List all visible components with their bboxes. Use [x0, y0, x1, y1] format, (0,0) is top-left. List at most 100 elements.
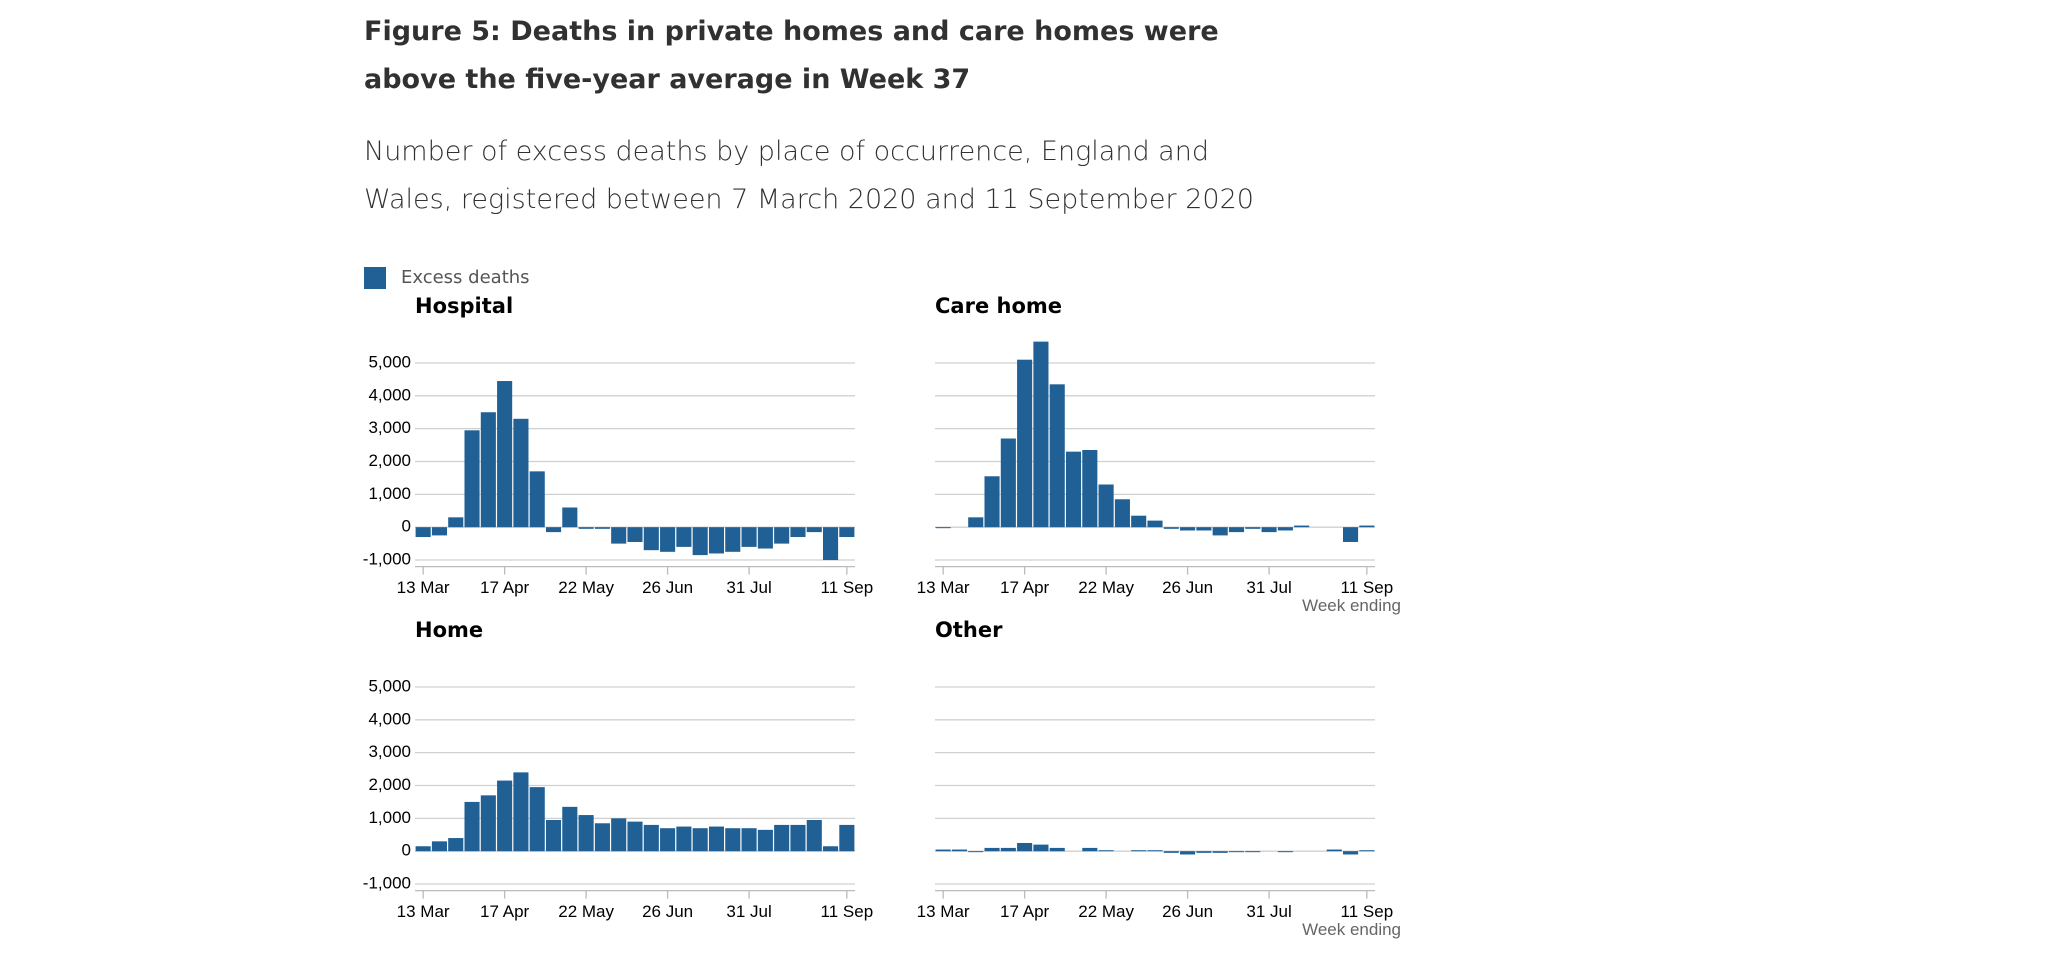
- bar: [935, 527, 951, 529]
- x-tick-label: 22 May: [1078, 578, 1134, 597]
- bar: [643, 527, 659, 551]
- y-tick-label: 5,000: [368, 352, 411, 371]
- bar: [1131, 515, 1147, 528]
- bar: [415, 846, 431, 852]
- bar: [415, 527, 431, 538]
- bar: [1343, 851, 1359, 855]
- x-tick-label: 13 Mar: [917, 578, 970, 597]
- bar: [1147, 520, 1163, 528]
- bar: [708, 527, 725, 554]
- y-tick-label: 4,000: [368, 709, 411, 728]
- bar: [1098, 850, 1114, 852]
- panel-title: Care home: [935, 294, 1062, 318]
- x-tick-label: 11 Sep: [821, 578, 874, 597]
- bar: [513, 418, 529, 528]
- bar: [984, 476, 1000, 528]
- y-tick-label: 1,000: [368, 808, 411, 827]
- y-tick-label: 3,000: [368, 742, 411, 761]
- x-tick-label: 11 Sep: [821, 902, 874, 921]
- x-axis-label: Week ending: [1302, 596, 1401, 615]
- bar: [935, 849, 951, 852]
- bar: [1000, 438, 1016, 528]
- bar: [611, 527, 627, 544]
- bar: [1000, 847, 1016, 852]
- bar: [578, 527, 594, 529]
- bar: [774, 824, 790, 852]
- bar: [1049, 847, 1065, 852]
- bar: [1082, 450, 1098, 528]
- bar: [1017, 842, 1033, 852]
- x-tick-label: 26 Jun: [1162, 902, 1213, 921]
- bar: [968, 517, 984, 528]
- bar: [1163, 527, 1179, 529]
- bar: [823, 846, 839, 852]
- x-tick-label: 26 Jun: [1162, 578, 1213, 597]
- bar: [708, 826, 725, 852]
- bar: [757, 527, 773, 549]
- bar: [1114, 499, 1130, 528]
- bar: [1326, 849, 1342, 852]
- bar: [1343, 527, 1359, 542]
- bar: [839, 527, 855, 538]
- x-tick-label: 22 May: [558, 578, 614, 597]
- bar: [951, 849, 967, 852]
- bar: [1212, 527, 1228, 536]
- title-box: Figure 5: Deaths in private homes and ca…: [364, 16, 1219, 95]
- bar: [1163, 851, 1179, 853]
- bar: [627, 527, 643, 542]
- bar: [497, 780, 513, 852]
- title: Figure 5: Deaths in private homes and ca…: [364, 16, 1219, 95]
- bar: [448, 838, 464, 852]
- bar: [984, 847, 1000, 852]
- panel-title: Other: [935, 618, 1003, 642]
- bar: [529, 787, 545, 852]
- bar: [1196, 851, 1212, 853]
- bar: [790, 527, 806, 538]
- bar: [806, 527, 822, 533]
- bar: [725, 828, 741, 852]
- x-tick-label: 31 Jul: [1246, 902, 1291, 921]
- bar: [545, 527, 562, 533]
- x-tick-label: 26 Jun: [642, 578, 693, 597]
- bar: [627, 821, 643, 852]
- bar: [660, 527, 676, 552]
- bar: [741, 527, 757, 547]
- bar: [1017, 359, 1033, 528]
- bar: [1294, 525, 1310, 528]
- x-tick-label: 11 Sep: [1341, 902, 1394, 921]
- y-tick-label: 4,000: [368, 385, 411, 404]
- bar: [1065, 451, 1082, 528]
- x-tick-label: 17 Apr: [480, 902, 529, 921]
- bar: [431, 527, 447, 536]
- x-tick-label: 17 Apr: [1000, 578, 1049, 597]
- bar: [806, 819, 822, 852]
- bar: [790, 824, 806, 852]
- y-tick-label: 0: [402, 517, 411, 536]
- x-tick-label: 17 Apr: [1000, 902, 1049, 921]
- bar: [480, 412, 496, 528]
- bar: [1180, 851, 1196, 855]
- bar: [562, 507, 578, 528]
- bar: [513, 772, 529, 852]
- bar: [643, 824, 659, 852]
- x-tick-label: 22 May: [1078, 902, 1134, 921]
- bar: [1196, 527, 1212, 531]
- bar: [1147, 850, 1163, 852]
- bar: [1359, 850, 1375, 852]
- y-tick-label: 3,000: [368, 418, 411, 437]
- bar: [757, 829, 773, 852]
- x-tick-label: 17 Apr: [480, 578, 529, 597]
- bar: [1359, 525, 1375, 528]
- bar: [431, 841, 447, 852]
- x-axis-label: Week ending: [1302, 920, 1401, 939]
- bar: [1245, 851, 1261, 853]
- y-tick-label: -1,000: [363, 874, 411, 893]
- subtitle: Number of excess deaths by place of occu…: [364, 136, 1254, 215]
- y-tick-label: 0: [402, 841, 411, 860]
- bar: [464, 430, 480, 528]
- y-tick-label: 2,000: [368, 451, 411, 470]
- x-tick-label: 22 May: [558, 902, 614, 921]
- x-tick-label: 26 Jun: [642, 902, 693, 921]
- bar: [774, 527, 790, 544]
